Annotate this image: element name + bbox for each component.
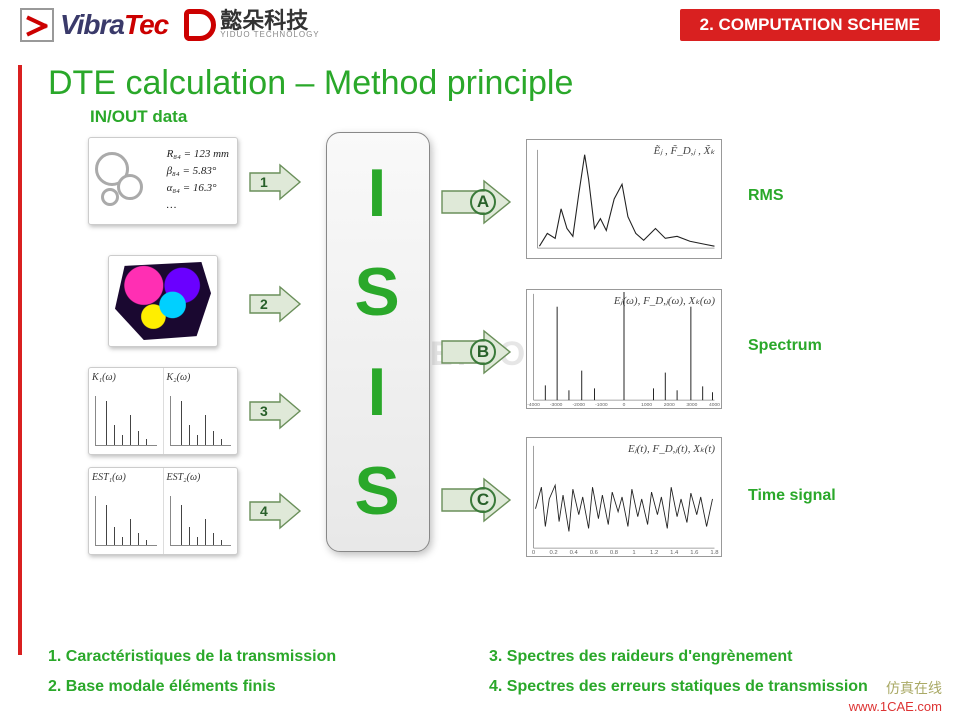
arrow-letter-c: C xyxy=(470,487,496,513)
arrow-letter-b: B xyxy=(470,339,496,365)
isis-solver-box: I S I S xyxy=(326,132,430,552)
svg-text:1.2: 1.2 xyxy=(650,550,658,556)
arrow-in-2: 2 xyxy=(248,285,302,323)
arrow-out-b: B xyxy=(440,329,512,375)
input-thumb-2 xyxy=(108,255,218,347)
output-label-time: Time signal xyxy=(748,487,836,505)
svg-text:1: 1 xyxy=(632,550,635,556)
i4-right-label: EST₂(ω) xyxy=(167,472,201,483)
arrow-out-c: C xyxy=(440,477,512,523)
svg-text:1000: 1000 xyxy=(641,402,652,408)
svg-text:0.4: 0.4 xyxy=(570,550,579,556)
fem-model-icon xyxy=(115,262,211,340)
arrow-in-1: 1 xyxy=(248,163,302,201)
svg-text:0.8: 0.8 xyxy=(610,550,619,556)
yiduo-text-wrap: 懿朵科技 YIDUO TECHNOLOGY xyxy=(220,11,319,40)
vibratec-icon xyxy=(20,8,54,42)
svg-text:0.6: 0.6 xyxy=(590,550,599,556)
footer-legend: 1. Caractéristiques de la transmission 3… xyxy=(48,648,930,696)
arrow-in-3: 3 xyxy=(248,392,302,430)
subtitle: IN/OUT data xyxy=(0,107,960,127)
stiffness-spectrum-left xyxy=(95,396,157,446)
yiduo-main: 懿朵科技 xyxy=(220,11,319,31)
svg-text:-2000: -2000 xyxy=(572,402,585,408)
input-thumb-3: K₁(ω) K₂(ω) xyxy=(88,367,238,455)
logo1-part-b: Tec xyxy=(124,9,168,40)
i4-left-label: EST₁(ω) xyxy=(92,472,126,483)
est-spectrum-left xyxy=(95,496,157,546)
i3-right-label: K₂(ω) xyxy=(167,372,191,383)
arrow-num-2: 2 xyxy=(260,296,268,312)
left-accent-bar xyxy=(18,65,22,655)
svg-text:2000: 2000 xyxy=(664,402,675,408)
svg-text:-4000: -4000 xyxy=(527,402,540,408)
svg-text:-1000: -1000 xyxy=(595,402,608,408)
page-title: DTE calculation – Method principle xyxy=(0,44,960,107)
svg-text:3000: 3000 xyxy=(686,402,697,408)
input-1-params: R₈₄ = 123 mmβ₈₄ = 5.83°α₈₄ = 16.3°… xyxy=(167,146,229,214)
arrow-num-3: 3 xyxy=(260,403,268,419)
yiduo-sub: YIDUO TECHNOLOGY xyxy=(220,30,319,39)
flow-diagram: R₈₄ = 123 mmβ₈₄ = 5.83°α₈₄ = 16.3°… K₁(ω… xyxy=(48,137,960,567)
watermark-cn: 仿真在线 xyxy=(886,678,942,698)
yiduo-icon xyxy=(184,9,216,41)
center-letter-1: I xyxy=(368,154,389,232)
svg-text:0: 0 xyxy=(623,402,626,408)
center-letter-2: S xyxy=(354,253,401,331)
arrow-in-4: 4 xyxy=(248,492,302,530)
header: VibraTec 懿朵科技 YIDUO TECHNOLOGY 2. COMPUT… xyxy=(0,0,960,44)
output-label-rms: RMS xyxy=(748,187,784,205)
legend-1: 1. Caractéristiques de la transmission xyxy=(48,648,489,666)
stiffness-spectrum-right xyxy=(170,396,232,446)
svg-text:4000: 4000 xyxy=(709,402,720,408)
arrow-num-1: 1 xyxy=(260,174,268,190)
svg-text:1.6: 1.6 xyxy=(690,550,699,556)
output-chart-rms: Ẽⱼ , F̃_D,ⱼ , X̃ₖ xyxy=(526,139,722,259)
svg-text:0.2: 0.2 xyxy=(550,550,558,556)
center-letter-3: I xyxy=(368,353,389,431)
svg-text:1.4: 1.4 xyxy=(670,550,679,556)
watermark-url: www.1CAE.com xyxy=(849,699,942,714)
i3-left-label: K₁(ω) xyxy=(92,372,116,383)
svg-text:1.8: 1.8 xyxy=(710,550,719,556)
legend-4: 4. Spectres des erreurs statiques de tra… xyxy=(489,678,930,696)
svg-text:-3000: -3000 xyxy=(550,402,563,408)
input-thumb-1: R₈₄ = 123 mmβ₈₄ = 5.83°α₈₄ = 16.3°… xyxy=(88,137,238,225)
section-badge: 2. COMPUTATION SCHEME xyxy=(680,9,940,41)
center-letter-4: S xyxy=(354,452,401,530)
logo1-part-a: Vibra xyxy=(60,9,124,40)
input-thumb-4: EST₁(ω) EST₂(ω) xyxy=(88,467,238,555)
est-spectrum-right xyxy=(170,496,232,546)
legend-2: 2. Base modale éléments finis xyxy=(48,678,489,696)
vibratec-text: VibraTec xyxy=(60,9,168,41)
arrow-num-4: 4 xyxy=(260,503,268,519)
arrow-out-a: A xyxy=(440,179,512,225)
svg-text:0: 0 xyxy=(532,550,536,556)
arrow-letter-a: A xyxy=(470,189,496,215)
output-label-spectrum: Spectrum xyxy=(748,337,822,355)
output-chart-time: Eⱼ(t), F_D,ⱼ(t), Xₖ(t) 00.20.40.60.811.2… xyxy=(526,437,722,557)
legend-3: 3. Spectres des raideurs d'engrènement xyxy=(489,648,930,666)
logo-vibratec: VibraTec xyxy=(20,8,168,42)
output-chart-spectrum: Eⱼ(ω), F_D,ⱼ(ω), Xₖ(ω) -4000-3000-2000-1… xyxy=(526,289,722,409)
logo-yiduo: 懿朵科技 YIDUO TECHNOLOGY xyxy=(184,9,319,41)
